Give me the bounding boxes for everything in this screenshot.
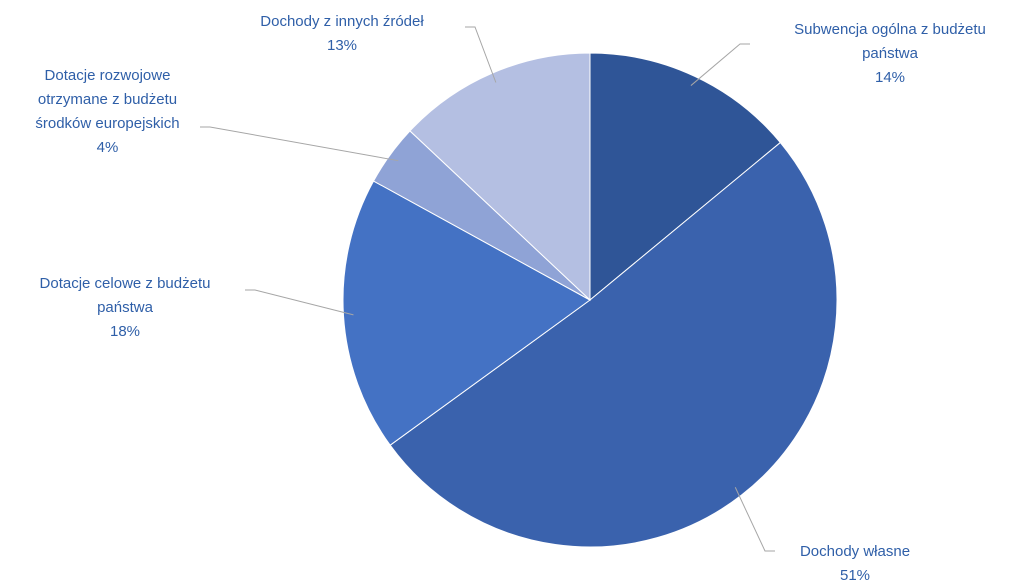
value-label: 51% — [839, 567, 871, 584]
leader-line — [245, 289, 354, 316]
page: Subwencja ogólna z budżetu państwa 14% D… — [20, 10, 1000, 584]
slice-label: Dochody własne 51% — [755, 540, 955, 588]
chart — [200, 26, 838, 552]
pie-slice — [389, 141, 838, 548]
category-label: Dochody z innych źródeł — [260, 13, 424, 30]
slice-label: Subwencja ogólna z budżetu państwa 14% — [780, 18, 1000, 90]
value-label: 4% — [96, 139, 119, 156]
category-label: Dotacje celowe z budżetu państwa — [39, 275, 211, 316]
category-label: Dochody własne — [799, 543, 911, 560]
leader-line — [465, 26, 497, 83]
value-label: 18% — [109, 323, 141, 340]
slice-label: Dotacje celowe z budżetu państwa 18% — [25, 272, 225, 344]
leader-line — [200, 126, 399, 162]
category-label: Subwencja ogólna z budżetu państwa — [794, 21, 986, 62]
category-label: Dotacje rozwojowe otrzymane z budżetu śr… — [35, 67, 180, 132]
value-label: 14% — [874, 69, 906, 86]
value-label: 13% — [326, 37, 358, 54]
leader-line — [690, 43, 750, 86]
pie-slice — [589, 52, 782, 302]
pie-slice — [342, 180, 591, 446]
slice-label: Dochody z innych źródeł 13% — [222, 10, 462, 58]
slice-label: Dotacje rozwojowe otrzymane z budżetu śr… — [20, 64, 195, 160]
leader-line — [734, 487, 775, 552]
